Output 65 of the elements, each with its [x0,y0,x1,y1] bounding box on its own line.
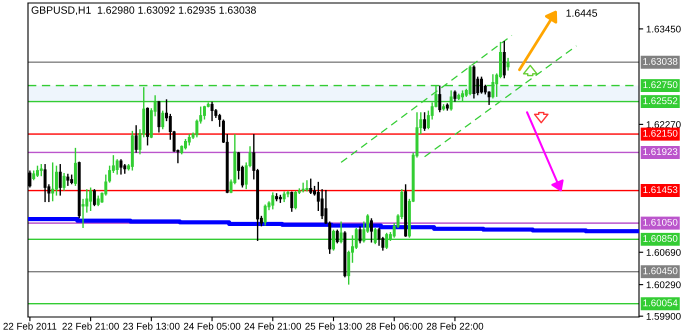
ref-line-label: 1.63038 [643,58,678,65]
ref-line-label: 1.60850 [643,235,678,242]
candlestick [116,158,119,176]
candlestick [271,192,274,210]
candlestick [378,227,381,246]
ref-line-label: 1.62750 [643,81,678,88]
candlestick [423,112,426,132]
x-tick-label: 28 Feb 22:00 [426,322,484,330]
candlestick [347,250,350,286]
candlestick [62,172,66,192]
candlestick [506,57,510,72]
candlestick [82,198,85,229]
ref-line-label: 1.60054 [643,299,678,306]
candlestick [480,76,483,94]
x-tick-label: 22 Feb 21:00 [62,322,119,330]
candlestick [264,204,267,226]
x-tick-label: 22 Feb 2011 [3,322,56,330]
ref-line-label: 1.61050 [643,218,678,226]
candlestick [294,190,298,210]
candlestick [282,190,286,203]
ref-line-label: 1.60450 [643,267,678,274]
y-tick-label: 1.60290 [646,281,681,288]
candlestick [184,138,187,150]
candlestick [51,162,54,202]
candlestick [40,163,43,177]
candlestick [336,228,339,244]
x-tick-label: 23 Feb 13:00 [123,322,180,330]
ref-line-label: 1.62552 [643,97,678,104]
x-tick-label: 24 Feb 05:00 [184,322,240,330]
candlestick [161,110,164,130]
candlestick [358,226,362,244]
candlestick [89,186,92,212]
candlestick [123,163,126,174]
annotation: 1.6445 [566,9,598,17]
chart-title: GBPUSD,H1 1.62980 1.63092 1.62935 1.63038 [32,6,256,16]
y-tick-label: 1.59900 [646,312,681,320]
candlestick [44,163,47,203]
y-tick-label: 1.60690 [646,248,681,256]
y-tick-label: 1.62270 [646,121,681,128]
candlestick [119,158,122,176]
candlestick [453,90,456,102]
ref-line-label: 1.62150 [643,130,678,137]
candlestick [85,188,88,214]
candlestick [188,133,191,146]
candlestick [92,188,96,207]
candlestick [302,182,305,194]
ref-line-label: 1.61923 [643,148,678,156]
candlestick [70,174,74,185]
candlestick [96,194,100,207]
candlestick [309,178,312,195]
candlestick [502,40,506,79]
candlestick [74,147,77,187]
candlestick [66,173,70,187]
ref-line-label: 1.61453 [643,186,678,194]
candlestick [134,124,138,154]
candlestick [202,105,206,120]
candlestick [210,101,214,122]
x-tick-label: 24 Feb 21:00 [244,322,302,330]
candlestick [36,164,39,178]
x-tick-label: 28 Feb 06:00 [366,322,422,330]
y-tick-label: 1.63450 [646,26,681,33]
candlestick [370,218,373,244]
candlestick [32,170,36,181]
candlestick [305,180,308,192]
x-tick-label: 25 Feb 13:00 [305,322,362,330]
